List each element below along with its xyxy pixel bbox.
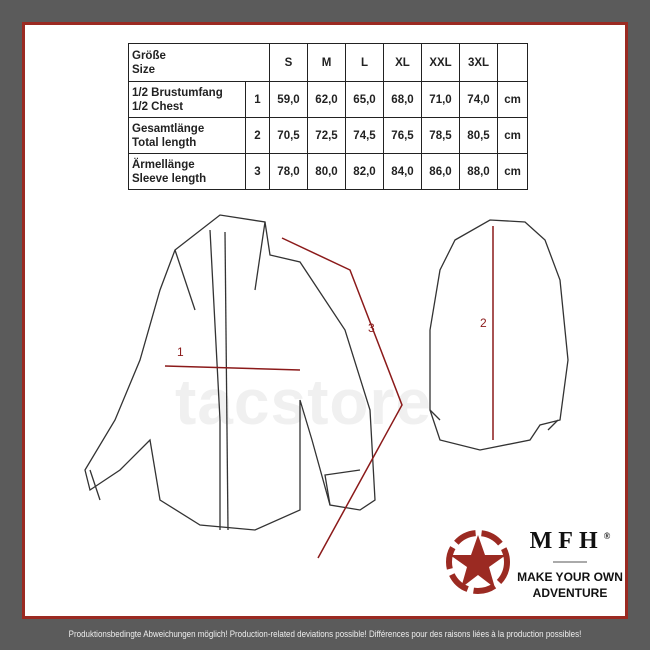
brand-name: MFH® xyxy=(515,528,625,555)
row-label-en: Sleeve length xyxy=(132,172,207,185)
table-cell: 71,0 xyxy=(421,81,460,118)
marker-3: 3 xyxy=(368,321,375,335)
row-number: 1 xyxy=(245,81,270,118)
header-label-de: Größe xyxy=(132,49,166,62)
table-cell: 88,0 xyxy=(459,153,498,190)
registered-mark: ® xyxy=(603,531,611,541)
brand-text: MFH xyxy=(529,528,604,554)
table-cell: 74,5 xyxy=(345,117,384,154)
logo-text: MFH® MAKE YOUR OWN ADVENTURE xyxy=(515,528,625,601)
back-jacket xyxy=(429,219,569,451)
row-label-de: Gesamtlänge xyxy=(132,122,205,135)
table-cell: 84,0 xyxy=(383,153,422,190)
divider xyxy=(553,561,587,563)
table-cell: 72,5 xyxy=(307,117,346,154)
table-cell: 82,0 xyxy=(345,153,384,190)
table-row: Ärmellänge Sleeve length 3 78,0 80,0 82,0 84,0… xyxy=(128,153,528,190)
row-label: Ärmellänge Sleeve length xyxy=(128,153,246,190)
content-frame: Größe Size S M L XL XXL 3XL 1/2 Brustumfa… xyxy=(22,22,628,619)
header-label-en: Size xyxy=(132,63,156,76)
front-jacket xyxy=(84,214,376,531)
row-label-de: Ärmellänge xyxy=(132,158,195,171)
row-label-en: 1/2 Chest xyxy=(132,100,184,113)
table-cell: 86,0 xyxy=(421,153,460,190)
size-table: Größe Size S M L XL XXL 3XL 1/2 Brustumfa… xyxy=(128,43,528,190)
table-cell: 65,0 xyxy=(345,81,384,118)
marker-2: 2 xyxy=(480,316,487,330)
row-label-en: Total length xyxy=(132,136,197,149)
star-logo-icon xyxy=(446,530,510,594)
table-cell: 80,0 xyxy=(307,153,346,190)
table-row: Gesamtlänge Total length 2 70,5 72,5 74,5 76,5… xyxy=(128,117,528,154)
slogan: MAKE YOUR OWN ADVENTURE xyxy=(515,569,625,601)
slogan-line-2: ADVENTURE xyxy=(532,586,608,600)
marker-1: 1 xyxy=(177,345,184,359)
row-label-de: 1/2 Brustumfang xyxy=(132,86,223,99)
measure-chest xyxy=(164,365,301,371)
footer-disclaimer: Produktionsbedingte Abweichungen möglich… xyxy=(68,629,582,640)
slogan-line-1: MAKE YOUR OWN xyxy=(517,570,623,584)
measurement-lines xyxy=(164,226,494,559)
table-cell: 78,0 xyxy=(269,153,308,190)
size-xl: XL xyxy=(383,43,422,82)
table-cell: 78,5 xyxy=(421,117,460,154)
row-label: 1/2 Brustumfang 1/2 Chest xyxy=(128,81,246,118)
table-cell: 62,0 xyxy=(307,81,346,118)
unit-cell: cm xyxy=(497,153,528,190)
table-row: 1/2 Brustumfang 1/2 Chest 1 59,0 62,0 65,0 68,… xyxy=(128,81,528,118)
unit-cell: cm xyxy=(497,117,528,154)
table-cell: 68,0 xyxy=(383,81,422,118)
table-cell: 74,0 xyxy=(459,81,498,118)
measure-sleeve xyxy=(281,237,403,559)
